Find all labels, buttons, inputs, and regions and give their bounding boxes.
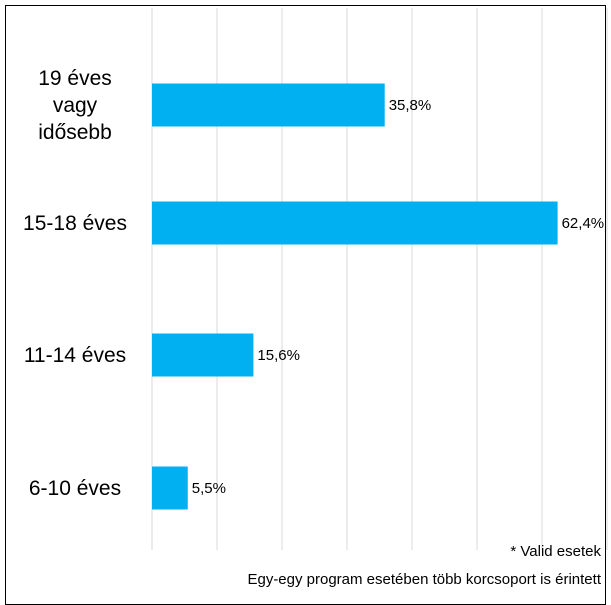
data-label: 15,6%	[257, 347, 300, 364]
bar	[152, 466, 188, 510]
bar	[152, 333, 254, 377]
data-label: 5,5%	[192, 480, 226, 497]
category-label-line: 19 éves	[38, 66, 112, 90]
multi-age-group-note: Egy-egy program esetében több korcsoport…	[247, 571, 601, 588]
category-label-line: 6-10 éves	[28, 476, 122, 500]
data-label: 62,4%	[562, 215, 605, 232]
category-label: 6-10 éves	[10, 475, 140, 502]
category-label: 19 éves vagy idősebb	[10, 65, 140, 146]
bar-chart: 35,8% 62,4% 15,6% 5,5%	[151, 8, 608, 550]
category-label-line: 11-14 éves	[23, 343, 127, 367]
category-label-line: idősebb	[38, 120, 112, 144]
bar	[152, 201, 558, 245]
bar	[152, 83, 385, 127]
valid-cases-note: * Valid esetek	[510, 543, 601, 560]
category-label: 15-18 éves	[10, 210, 140, 237]
category-label-line: vagy	[52, 93, 98, 117]
category-label-line: 15-18 éves	[23, 211, 127, 235]
bars	[152, 83, 558, 510]
data-label: 35,8%	[389, 97, 432, 114]
data-labels: 35,8% 62,4% 15,6% 5,5%	[192, 97, 604, 497]
category-label: 11-14 éves	[10, 342, 140, 369]
